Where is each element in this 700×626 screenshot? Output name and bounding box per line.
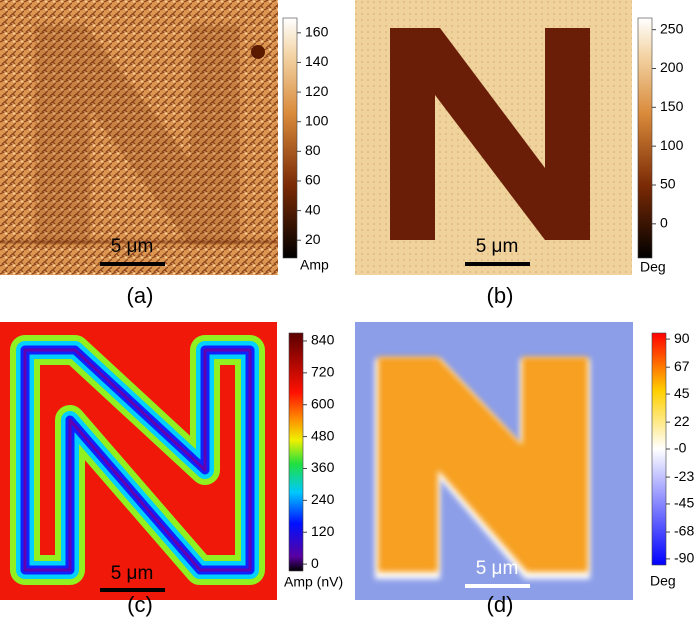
tick-label: 22 — [674, 413, 690, 429]
tick-label: 120 — [305, 83, 329, 99]
tick-label: 40 — [305, 201, 321, 217]
tick-label: 90 — [674, 330, 690, 346]
tick-label: 160 — [305, 24, 329, 40]
tick-label: 0 — [660, 215, 668, 231]
panel-label: (d) — [487, 592, 514, 617]
tick-label: 20 — [305, 231, 321, 247]
colorbar-unit: Deg — [650, 573, 676, 589]
tick-label: -45 — [674, 495, 694, 511]
tick-label: 720 — [311, 364, 335, 380]
image-d — [355, 322, 633, 600]
scale-bar-label: 5 μm — [111, 236, 154, 257]
tick-label: 50 — [660, 176, 676, 192]
colorbar — [288, 332, 304, 572]
tick-label: 200 — [660, 59, 684, 75]
colorbar — [637, 17, 653, 259]
image-a — [0, 0, 278, 275]
tick-label: 45 — [674, 385, 690, 401]
tick-label: -23 — [674, 468, 694, 484]
tick-label: 100 — [305, 112, 329, 128]
tick-label: 140 — [305, 53, 329, 69]
tick-label: 150 — [660, 98, 684, 114]
tick-label: 60 — [305, 172, 321, 188]
panel-label: (a) — [127, 283, 154, 308]
tick-label: -0 — [674, 440, 687, 456]
colorbar — [651, 332, 667, 566]
panel-label: (b) — [487, 283, 514, 308]
tick-label: -90 — [674, 550, 694, 566]
scale-bar-label: 5 μm — [476, 236, 519, 257]
colorbar-unit: Amp — [300, 257, 329, 273]
colorbar-unit: Deg — [640, 259, 666, 275]
tick-label: 120 — [311, 523, 335, 539]
image-b — [355, 0, 632, 275]
tick-label: 0 — [311, 555, 319, 571]
tick-label: -68 — [674, 523, 694, 539]
tick-label: 100 — [660, 137, 684, 153]
scale-bar-label: 5 μm — [111, 563, 154, 584]
tick-label: 67 — [674, 358, 690, 374]
scale-bar-label: 5 μm — [476, 558, 519, 579]
panel-label: (c) — [127, 592, 153, 617]
tick-label: 80 — [305, 142, 321, 158]
colorbar — [282, 17, 298, 259]
colorbar-unit: Amp (nV) — [284, 574, 343, 590]
image-c — [0, 322, 277, 600]
tick-label: 480 — [311, 427, 335, 443]
tick-label: 250 — [660, 20, 684, 36]
tick-label: 240 — [311, 491, 335, 507]
tick-label: 360 — [311, 459, 335, 475]
tick-label: 840 — [311, 332, 335, 348]
tick-label: 600 — [311, 395, 335, 411]
